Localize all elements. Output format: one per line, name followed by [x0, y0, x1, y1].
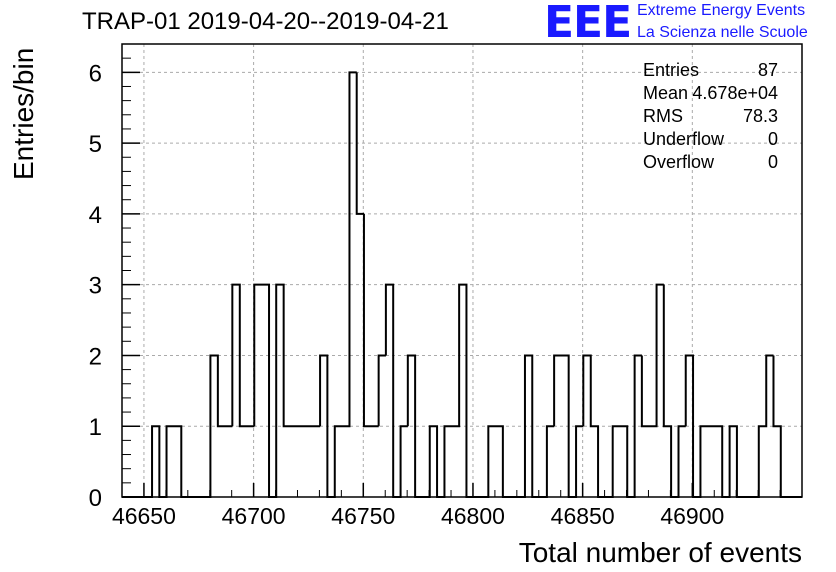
chart-title: TRAP-01 2019-04-20--2019-04-21 [82, 8, 449, 35]
stat-underflow-value: 0 [767, 129, 778, 149]
stat-mean-label: Mean [643, 83, 689, 103]
y-tick-label: 4 [89, 202, 102, 229]
stat-rms-label: RMS [643, 106, 683, 126]
histogram-outline [122, 71, 802, 498]
x-tick-label: 46900 [660, 503, 724, 529]
y-tick-label: 0 [89, 485, 102, 512]
stat-overflow-value: 0 [767, 152, 778, 172]
stat-entries-value: 87 [757, 60, 778, 80]
y-tick-label: 1 [89, 414, 102, 441]
x-tick-label: 46650 [112, 503, 176, 529]
x-tick-label: 46850 [551, 503, 615, 529]
stat-underflow-label: Underflow [643, 129, 725, 149]
stat-entries-label: Entries [643, 60, 700, 80]
y-tick-label: 3 [89, 273, 102, 300]
logo-line-1: Extreme Energy Events [637, 2, 806, 19]
stat-rms-value: 78.3 [742, 106, 778, 126]
y-tick-label: 6 [89, 60, 102, 87]
y-tick-label: 5 [89, 131, 102, 158]
x-tick-label: 46800 [441, 503, 505, 529]
eee-logo: EEE [544, 0, 632, 48]
x-tick-label: 46750 [331, 503, 395, 529]
stat-mean-value: 4.678e+04 [692, 83, 778, 103]
stat-overflow-label: Overflow [643, 152, 715, 172]
y-tick-label: 2 [89, 343, 102, 370]
y-axis-label: Entries/bin [8, 48, 39, 180]
y-axis-ticks: 0 1 2 3 4 5 6 [89, 43, 140, 512]
x-axis-label: Total number of events [519, 537, 802, 568]
logo-line-2: La Scienza nelle Scuole [637, 24, 808, 41]
x-tick-label: 46700 [222, 503, 286, 529]
x-axis-ticks: 46650 46700 46750 46800 46850 46900 [112, 483, 781, 529]
